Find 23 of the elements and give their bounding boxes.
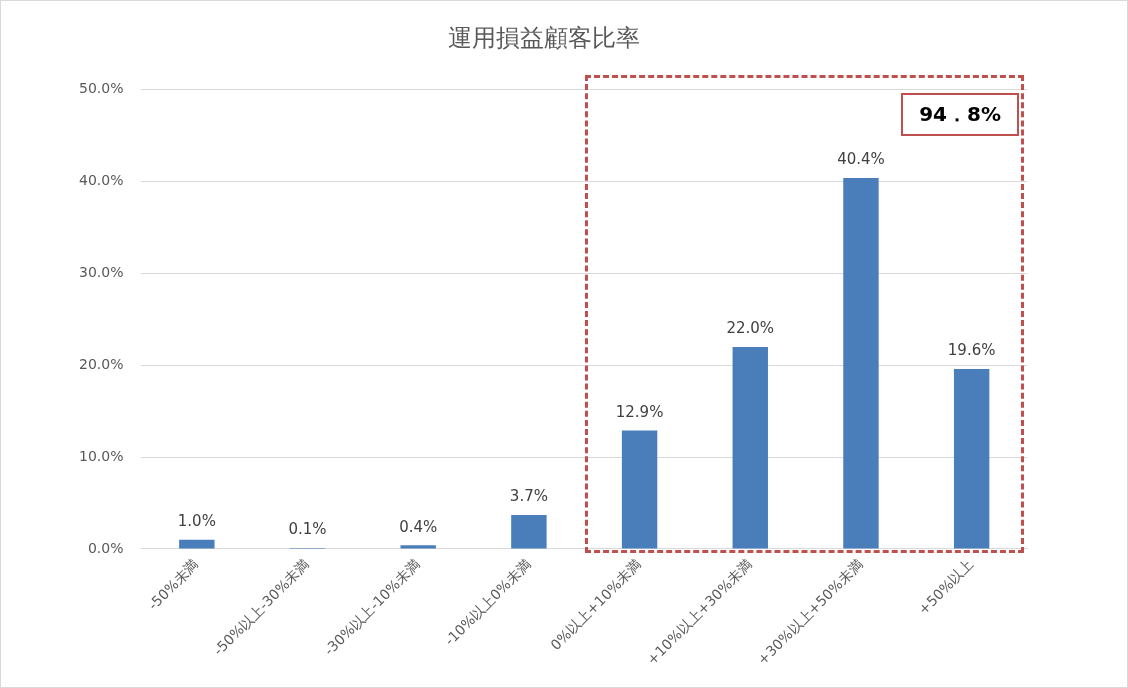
y-tick-label: 40.0% bbox=[78, 172, 124, 189]
y-tick-label: 30.0% bbox=[78, 264, 124, 281]
data-label: 3.7% bbox=[509, 487, 548, 506]
data-label: 12.9% bbox=[615, 402, 664, 421]
annotation: 94．8% bbox=[901, 93, 1019, 136]
bar bbox=[511, 514, 547, 549]
data-label: 1.0% bbox=[177, 512, 216, 531]
chart-title: 運用損益顧客比率 bbox=[448, 23, 640, 52]
data-label: 19.6% bbox=[947, 341, 996, 360]
bar bbox=[953, 368, 990, 549]
data-label: 0.1% bbox=[288, 520, 327, 539]
bar bbox=[732, 346, 768, 549]
bar bbox=[621, 430, 658, 549]
bar bbox=[843, 177, 879, 549]
data-label: 40.4% bbox=[837, 150, 885, 169]
data-label: 22.0% bbox=[726, 319, 775, 338]
y-tick-label: 0.0% bbox=[87, 539, 124, 556]
y-tick-label: 50.0% bbox=[78, 80, 124, 97]
y-tick-label: 20.0% bbox=[78, 355, 124, 372]
y-tick-label: 10.0% bbox=[78, 447, 124, 464]
data-label: 0.4% bbox=[399, 517, 438, 536]
bar bbox=[179, 539, 215, 549]
bar bbox=[400, 545, 436, 549]
